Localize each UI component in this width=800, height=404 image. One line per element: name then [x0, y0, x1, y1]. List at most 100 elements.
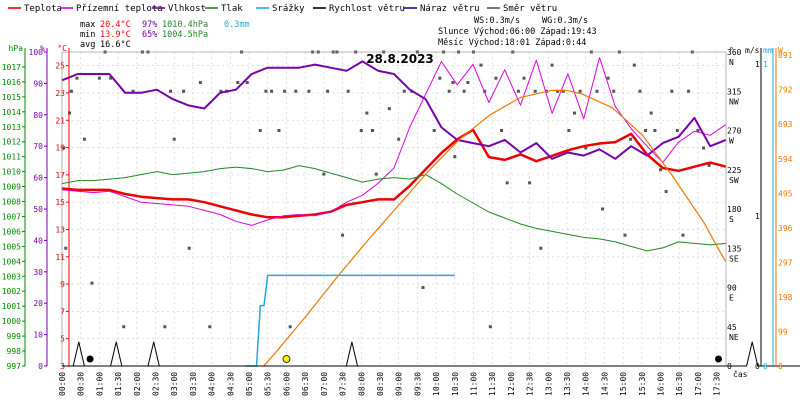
x-tick-6: 03:00	[170, 372, 179, 396]
wind-dir-point	[438, 76, 442, 80]
wind-dir-point	[258, 129, 262, 132]
x-tick-34: 17:00	[694, 372, 703, 396]
wind-dir-point	[466, 81, 470, 85]
wind-dir-point	[572, 111, 576, 115]
x-tick-5: 02:30	[152, 372, 161, 396]
x-tick-16: 08:00	[357, 372, 366, 396]
stat-wg: WG:0.3m/s	[542, 16, 588, 26]
stat-min-temp: 13.9°C	[100, 30, 131, 40]
temp-tick-2: 21	[55, 116, 65, 125]
temp-tick-9: 7	[60, 307, 65, 316]
wind-dir-point	[264, 89, 268, 93]
wind-dir-point	[198, 81, 202, 85]
pct-tick-2: 80	[33, 111, 43, 120]
hpa-tick-13: 1004	[2, 257, 21, 266]
hpa-tick-18: 999	[7, 332, 22, 341]
x-tick-4: 02:00	[133, 372, 142, 396]
legend: Teplota Přízemní teplota Vlhkost Tlak Srážky…	[8, 4, 557, 14]
legend-label-2: Vlhkost	[168, 4, 206, 14]
deg-tick-1: 315	[727, 87, 742, 96]
x-tick-7: 03:30	[189, 372, 198, 396]
wind-dir-point	[528, 181, 532, 185]
pct-tick-9: 10	[33, 331, 43, 340]
wind-dir-point	[584, 146, 588, 150]
wind-dir-point	[341, 233, 345, 237]
stat-min-label: min	[80, 30, 95, 40]
w-tick-0: 891	[778, 51, 793, 60]
hpa-tick-1: 1016	[2, 78, 21, 87]
temp-tick-5: 15	[55, 198, 65, 207]
series-5-line	[62, 341, 800, 367]
series-2-line	[61, 60, 727, 160]
wind-dir-point	[421, 286, 425, 289]
dir-tick-0: N	[729, 58, 734, 67]
x-axis-label: čas	[733, 369, 748, 379]
hpa-tick-14: 1003	[2, 272, 21, 281]
wind-dir-point	[163, 325, 167, 329]
stat-max-temp: 20.4°C	[100, 20, 131, 30]
wind-dir-point	[277, 129, 281, 132]
stat-min-press: 1004.5hPa	[162, 30, 208, 40]
wind-dir-point	[208, 325, 212, 329]
hpa-tick-6: 1011	[2, 153, 21, 162]
temp-tick-1: 23	[55, 89, 65, 98]
wind-dir-point	[516, 89, 520, 93]
series-6-line	[263, 89, 727, 367]
wind-dir-point	[75, 76, 79, 80]
wind-dir-point	[62, 146, 66, 150]
hpa-tick-5: 1012	[2, 138, 21, 147]
wind-dir-point	[168, 89, 172, 93]
wind-dir-point	[182, 89, 186, 93]
x-tick-21: 10:30	[451, 372, 460, 396]
temp-axis-unit: °C	[57, 44, 67, 53]
deg-tick-4: 180	[727, 205, 742, 214]
ms-tick-0: 1	[755, 60, 760, 69]
ms-axis-unit: m/s	[745, 46, 760, 55]
x-axis: 00:00 00:30 01:00 01:30 02:00 02:30 03:00 03:30…	[58, 372, 722, 396]
hpa-tick-16: 1001	[2, 302, 21, 311]
wind-dir-point	[322, 172, 326, 176]
w-tick-6: 297	[778, 258, 793, 267]
wind-dir-point	[370, 129, 374, 132]
wind-dir-point	[326, 89, 330, 93]
wind-dir-point	[69, 89, 73, 93]
w-tick-5: 396	[778, 224, 793, 233]
wind-dir-point	[283, 89, 287, 93]
wind-dir-point	[346, 89, 350, 93]
wind-dir-point	[359, 129, 363, 132]
wind-dir-point	[664, 190, 668, 194]
wind-dir-point	[612, 89, 616, 93]
temp-tick-4: 17	[55, 171, 65, 180]
deg-tick-6: 90	[727, 284, 737, 293]
x-tick-13: 06:30	[301, 372, 310, 396]
x-tick-25: 12:30	[526, 372, 535, 396]
pct-tick-6: 40	[33, 236, 43, 245]
x-tick-24: 12:00	[507, 372, 516, 396]
x-tick-30: 15:00	[619, 372, 628, 396]
deg-tick-7: 45	[727, 323, 737, 332]
wind-dir-point	[522, 76, 526, 80]
w-tick-7: 198	[778, 293, 793, 302]
w-axis-unit: W	[778, 46, 783, 55]
hpa-tick-3: 1014	[2, 108, 21, 117]
wind-dir-point	[397, 137, 401, 141]
wind-dir-point	[82, 137, 86, 141]
stat-min-hum: 65%	[142, 30, 157, 40]
x-tick-20: 10:00	[432, 372, 441, 396]
dir-tick-2: W	[729, 137, 734, 146]
wind-dir-point	[109, 76, 113, 80]
x-tick-26: 13:00	[544, 372, 553, 396]
wind-dir-point	[172, 137, 176, 141]
x-tick-1: 00:30	[77, 372, 86, 396]
x-tick-3: 01:30	[114, 372, 123, 396]
pct-tick-4: 60	[33, 174, 43, 183]
temp-tick-8: 9	[60, 280, 65, 289]
deg-tick-5: 135	[727, 244, 742, 253]
wind-dir-point	[494, 76, 498, 80]
temp-tick-6: 13	[55, 225, 65, 234]
wind-dir-point	[632, 63, 636, 67]
dir-tick-7: NE	[729, 333, 739, 342]
wind-marker-end	[715, 355, 723, 363]
ms-tick-2: 0	[755, 362, 760, 371]
